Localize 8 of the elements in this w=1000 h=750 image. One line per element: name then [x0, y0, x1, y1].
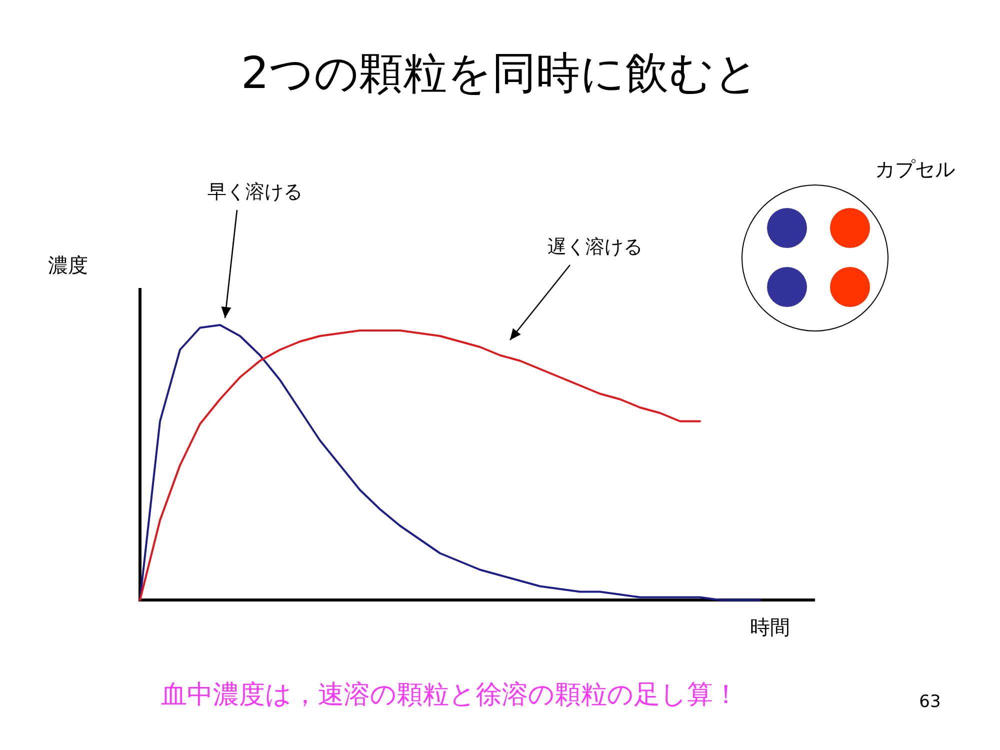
text: 遅く溶ける [548, 236, 642, 258]
text: カプセル [875, 157, 955, 181]
y-axis-title: 濃度 [48, 253, 88, 277]
text: 早く溶ける [208, 181, 302, 203]
chart-title: 2つの顆粒を同時に飲むと [241, 48, 759, 99]
text: 63 [919, 692, 941, 712]
x-axis-title: 時間 [750, 615, 790, 639]
text: 血中濃度は，速溶の顆粒と徐溶の顆粒の足し算！ [161, 680, 739, 710]
